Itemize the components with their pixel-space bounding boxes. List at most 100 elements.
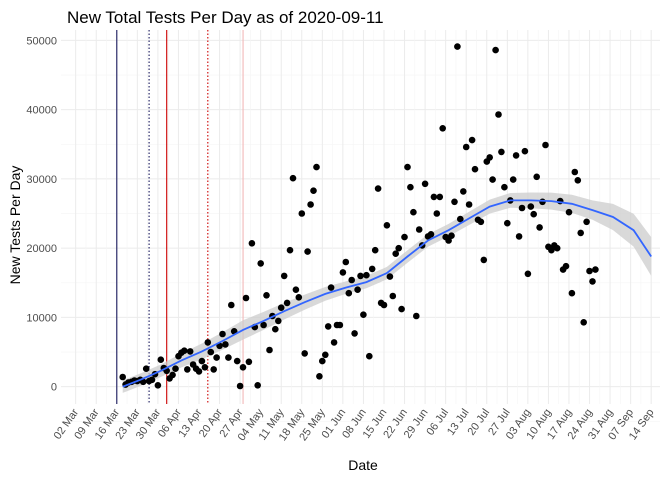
data-point xyxy=(371,246,379,254)
data-point xyxy=(468,136,476,144)
data-point xyxy=(342,258,350,266)
data-point xyxy=(492,46,499,54)
data-point xyxy=(142,365,150,373)
data-point xyxy=(319,357,326,365)
data-point xyxy=(539,198,546,206)
data-point xyxy=(119,373,126,381)
data-point xyxy=(436,193,444,201)
data-point xyxy=(471,165,479,173)
data-point xyxy=(310,187,317,194)
data-point xyxy=(521,147,529,155)
data-point xyxy=(283,299,291,307)
data-point xyxy=(374,185,382,192)
data-point xyxy=(448,232,455,239)
data-point xyxy=(454,43,461,50)
data-point xyxy=(489,176,496,183)
data-point xyxy=(451,198,458,206)
data-point xyxy=(439,125,447,132)
data-point xyxy=(242,294,250,302)
data-point xyxy=(577,229,584,237)
data-point xyxy=(580,319,587,326)
data-point xyxy=(186,348,194,355)
y-tick-label: 0 xyxy=(51,382,57,394)
data-point xyxy=(286,246,294,254)
data-point xyxy=(445,237,452,244)
data-point xyxy=(233,357,241,365)
data-point xyxy=(562,262,570,270)
data-point xyxy=(354,286,361,294)
data-point xyxy=(207,348,215,356)
data-point xyxy=(222,341,229,348)
y-tick-label: 20000 xyxy=(26,243,57,255)
data-point xyxy=(518,204,526,212)
data-point xyxy=(536,224,543,231)
data-point xyxy=(292,286,300,294)
data-point xyxy=(486,154,494,161)
y-axis-ticks: 0 10000 20000 30000 40000 50000 xyxy=(26,35,57,393)
y-tick-label: 10000 xyxy=(26,312,57,324)
data-point xyxy=(480,256,488,264)
data-point xyxy=(348,276,356,284)
data-point xyxy=(401,233,408,241)
data-point xyxy=(392,250,400,257)
data-point xyxy=(383,222,391,229)
data-point xyxy=(512,152,520,159)
data-point xyxy=(263,292,270,299)
data-point xyxy=(148,376,156,384)
y-tick-label: 50000 xyxy=(26,35,57,47)
data-point xyxy=(198,357,206,365)
data-point xyxy=(324,323,332,330)
data-point xyxy=(307,201,314,208)
data-point xyxy=(413,312,420,320)
data-point xyxy=(410,208,417,216)
data-point xyxy=(184,366,191,373)
data-point xyxy=(380,301,388,309)
data-point xyxy=(366,352,373,360)
data-point xyxy=(404,163,411,171)
data-point xyxy=(565,208,573,216)
data-point xyxy=(407,183,414,191)
data-point xyxy=(254,382,261,389)
data-point xyxy=(509,176,517,183)
data-point xyxy=(228,301,235,309)
data-point xyxy=(245,358,253,366)
data-point xyxy=(589,278,596,285)
data-point xyxy=(504,219,511,227)
data-point xyxy=(527,203,535,210)
data-point xyxy=(574,177,582,184)
data-point xyxy=(457,215,464,223)
data-point xyxy=(336,321,344,329)
data-point xyxy=(201,364,209,371)
data-point xyxy=(548,246,555,254)
data-point xyxy=(586,267,593,275)
data-point xyxy=(248,240,256,247)
data-point xyxy=(395,244,403,252)
data-point xyxy=(430,193,438,201)
smooth-line xyxy=(122,199,652,388)
y-tick-label: 30000 xyxy=(26,174,57,186)
data-point xyxy=(460,188,467,195)
data-point xyxy=(195,368,203,375)
data-point xyxy=(568,289,576,297)
data-point xyxy=(327,284,335,291)
data-point xyxy=(386,273,394,280)
data-point xyxy=(477,218,485,226)
data-point xyxy=(219,330,226,338)
data-point xyxy=(583,218,590,226)
data-point xyxy=(533,173,540,181)
data-points xyxy=(119,43,599,390)
data-point xyxy=(524,270,532,278)
data-point xyxy=(154,382,162,389)
data-point xyxy=(272,325,279,333)
data-point xyxy=(553,244,561,252)
data-point xyxy=(257,260,265,267)
data-point xyxy=(157,356,165,364)
chart-title: New Total Tests Per Day as of 2020-09-11 xyxy=(67,8,384,27)
data-point xyxy=(363,271,370,279)
data-point xyxy=(213,354,220,361)
data-point xyxy=(172,365,179,373)
x-axis-title: Date xyxy=(348,457,378,473)
data-point xyxy=(169,371,176,379)
